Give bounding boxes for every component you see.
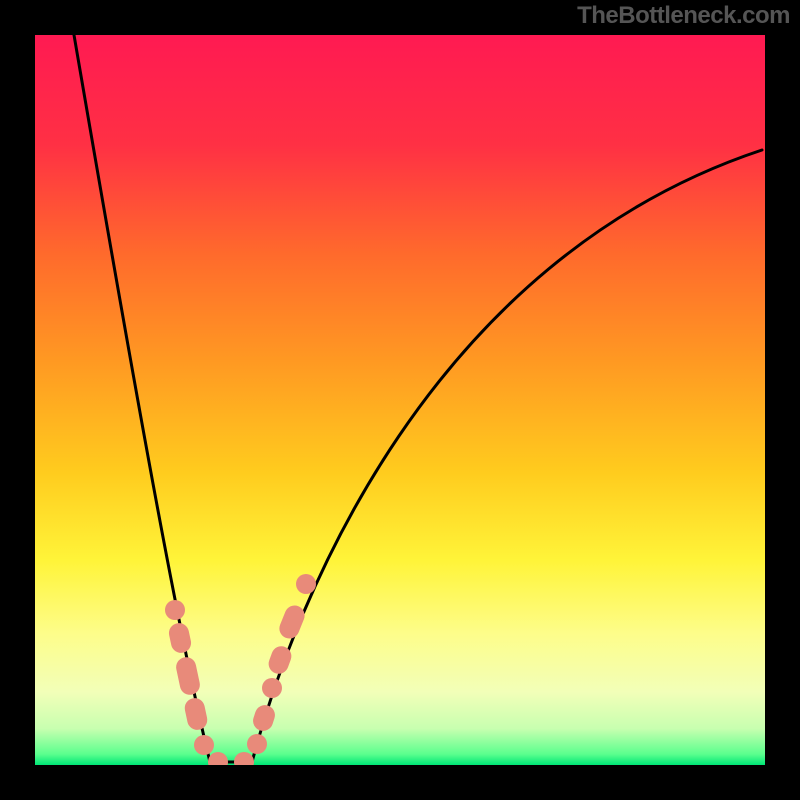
marker-point bbox=[165, 600, 185, 620]
marker-point bbox=[262, 678, 282, 698]
chart-root: TheBottleneck.com bbox=[0, 0, 800, 800]
marker-point bbox=[194, 735, 214, 755]
marker-point bbox=[296, 574, 316, 594]
marker-point bbox=[247, 734, 267, 754]
watermark-text: TheBottleneck.com bbox=[577, 2, 790, 30]
plot-background bbox=[35, 35, 765, 765]
chart-svg bbox=[0, 0, 800, 800]
